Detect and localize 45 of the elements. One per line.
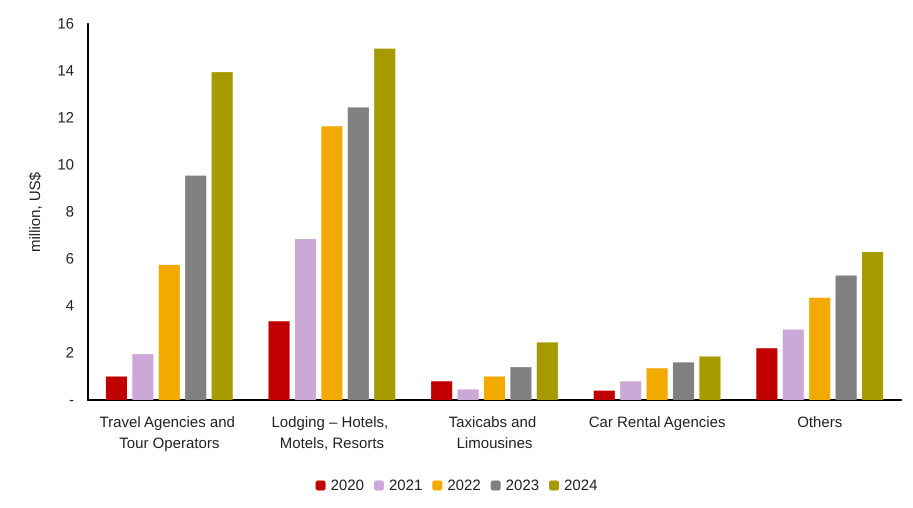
bar bbox=[756, 348, 778, 400]
legend-label: 2021 bbox=[388, 477, 422, 494]
legend-label: 2023 bbox=[506, 477, 540, 494]
x-tick-label: Travel Agencies and Tour Operators bbox=[100, 414, 240, 452]
legend-label: 2022 bbox=[447, 477, 481, 494]
y-tick-label: 10 bbox=[57, 156, 74, 174]
y-axis-title: million, US$ bbox=[27, 171, 44, 252]
bar bbox=[782, 330, 804, 400]
y-tick-label: 6 bbox=[66, 250, 74, 268]
bar bbox=[294, 239, 316, 400]
y-tick-label: 4 bbox=[66, 298, 74, 314]
x-tick-label: Lodging – Hotels, Motels, Resorts bbox=[271, 414, 392, 452]
bar bbox=[862, 252, 884, 400]
bar bbox=[510, 367, 532, 400]
bar bbox=[106, 376, 128, 400]
bar bbox=[836, 275, 857, 400]
y-tick-label: - bbox=[69, 392, 74, 408]
bar bbox=[132, 354, 154, 400]
bar bbox=[185, 176, 206, 400]
bar bbox=[374, 48, 396, 400]
bar bbox=[484, 376, 506, 400]
bar bbox=[321, 126, 342, 400]
bar bbox=[158, 264, 180, 400]
bar bbox=[646, 368, 668, 400]
bar bbox=[809, 298, 830, 400]
bar bbox=[212, 72, 233, 400]
y-tick-label: 2 bbox=[66, 344, 74, 362]
x-tick-label: Car Rental Agencies bbox=[588, 414, 726, 431]
legend-label: 2020 bbox=[330, 477, 364, 494]
bar bbox=[431, 381, 452, 400]
y-tick-label: 8 bbox=[66, 204, 74, 220]
y-tick-label: 16 bbox=[57, 16, 74, 32]
y-tick-label: 12 bbox=[57, 110, 74, 126]
x-tick-label: Others bbox=[797, 414, 842, 431]
bar bbox=[458, 389, 479, 400]
bar bbox=[594, 390, 615, 400]
y-tick-label: 14 bbox=[57, 62, 74, 80]
bar bbox=[672, 362, 694, 400]
bar bbox=[536, 342, 558, 400]
bar bbox=[348, 107, 369, 400]
legend-label: 2024 bbox=[564, 477, 598, 494]
x-tick-label: Taxicabs and Limousines bbox=[448, 414, 540, 452]
bar bbox=[699, 356, 721, 400]
bar bbox=[268, 321, 290, 400]
bar bbox=[620, 381, 642, 400]
